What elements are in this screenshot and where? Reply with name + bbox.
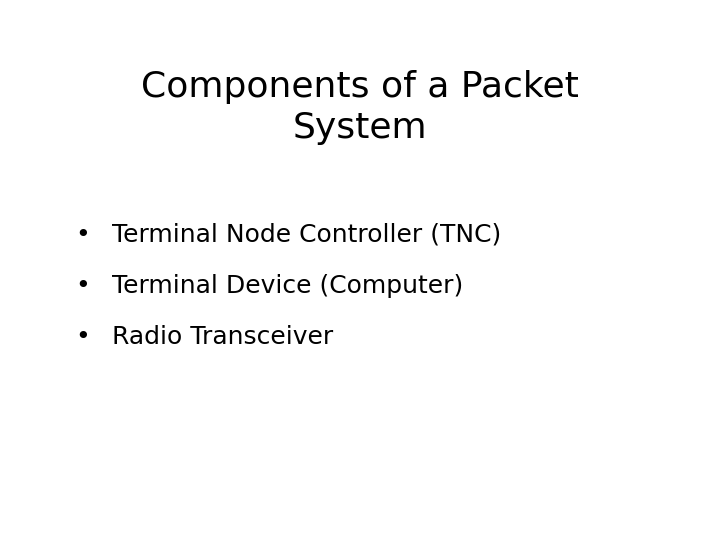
Text: Components of a Packet
System: Components of a Packet System: [141, 70, 579, 145]
Text: •: •: [76, 274, 90, 298]
Text: •: •: [76, 223, 90, 247]
Text: •: •: [76, 326, 90, 349]
Text: Terminal Device (Computer): Terminal Device (Computer): [112, 274, 463, 298]
Text: Radio Transceiver: Radio Transceiver: [112, 326, 333, 349]
Text: Terminal Node Controller (TNC): Terminal Node Controller (TNC): [112, 223, 501, 247]
